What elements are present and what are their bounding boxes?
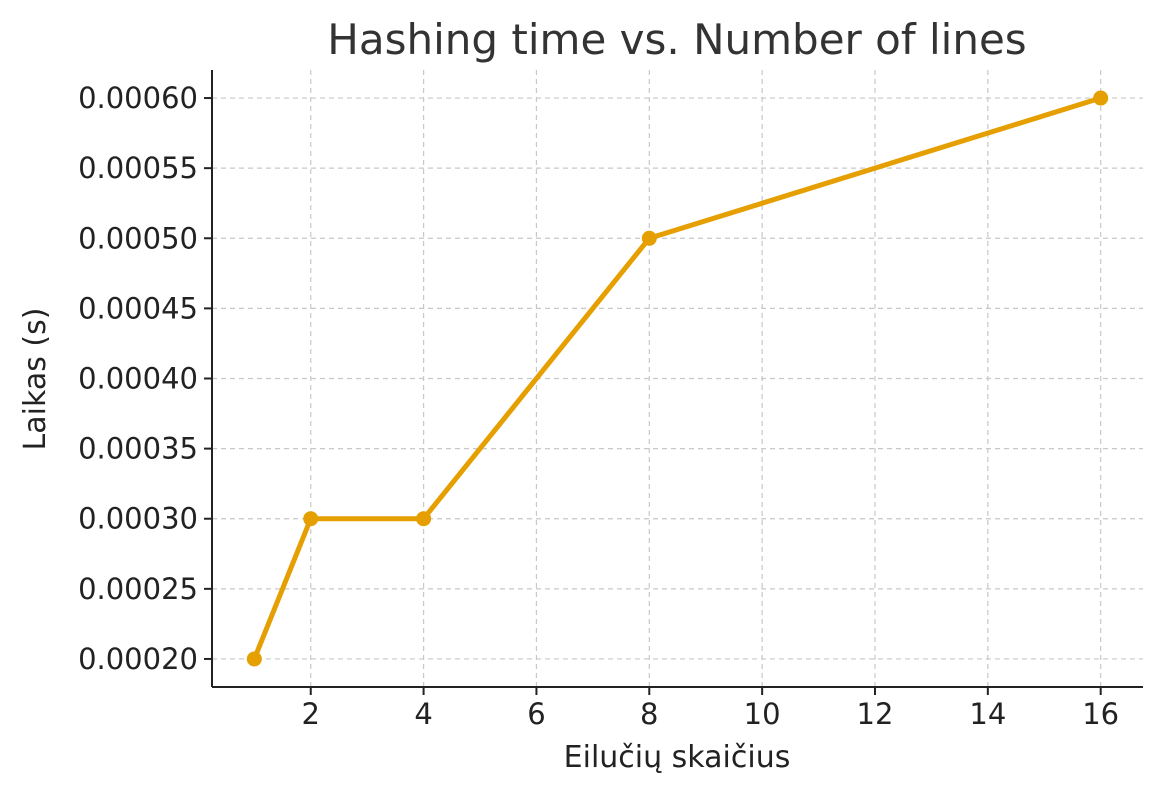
- x-tick-label: 16: [1082, 697, 1119, 731]
- chart-title: Hashing time vs. Number of lines: [327, 15, 1026, 64]
- data-point: [246, 651, 262, 667]
- y-tick-label: 0.00050: [78, 221, 198, 255]
- series-line: [251, 95, 1104, 662]
- y-tick-label: 0.00030: [78, 502, 198, 536]
- data-point: [303, 511, 319, 527]
- x-tick-label: 14: [969, 697, 1006, 731]
- y-tick-label: 0.00045: [78, 291, 198, 325]
- y-tick-label: 0.00035: [78, 432, 198, 466]
- y-tick-label: 0.00025: [78, 572, 198, 606]
- data-point: [416, 511, 432, 527]
- x-tick-label: 6: [527, 697, 545, 731]
- series: [246, 90, 1109, 667]
- x-tick-label: 4: [414, 697, 432, 731]
- data-point: [1093, 90, 1109, 106]
- x-tick-label: 8: [640, 697, 658, 731]
- y-axis-label: Laikas (s): [18, 308, 53, 451]
- x-tick-label: 10: [744, 697, 781, 731]
- x-ticks: 2 4 6 8 10 12 14 16: [302, 687, 1119, 731]
- x-tick-label: 2: [302, 697, 320, 731]
- x-tick-label: 12: [857, 697, 894, 731]
- data-point: [641, 230, 657, 246]
- y-tick-label: 0.00040: [78, 362, 198, 396]
- y-ticks: 0.00020 0.00025 0.00030 0.00035 0.00040 0.000…: [78, 81, 212, 676]
- y-tick-label: 0.00020: [78, 642, 198, 676]
- x-axis-label: Eilučių skaičius: [564, 740, 791, 775]
- y-tick-label: 0.00055: [78, 151, 198, 185]
- y-tick-label: 0.00060: [78, 81, 198, 115]
- grid-lines: [212, 70, 1143, 687]
